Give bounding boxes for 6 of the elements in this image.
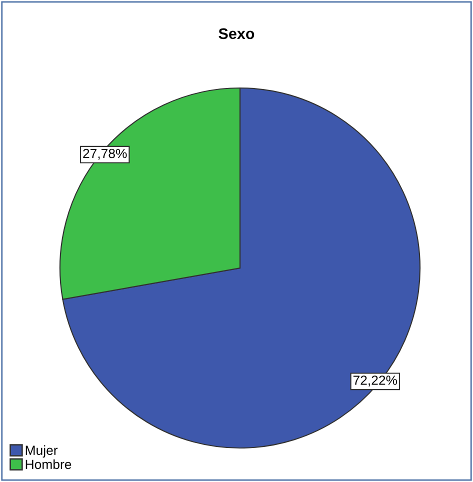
data-label: 72,22% [353, 376, 398, 386]
pie-slice [62, 87, 421, 449]
chart-title: Sexo [218, 28, 254, 40]
data-label: 27,78% [83, 148, 127, 160]
legend-label: Hombre [26, 459, 72, 470]
legend-label: Mujer [26, 445, 58, 458]
